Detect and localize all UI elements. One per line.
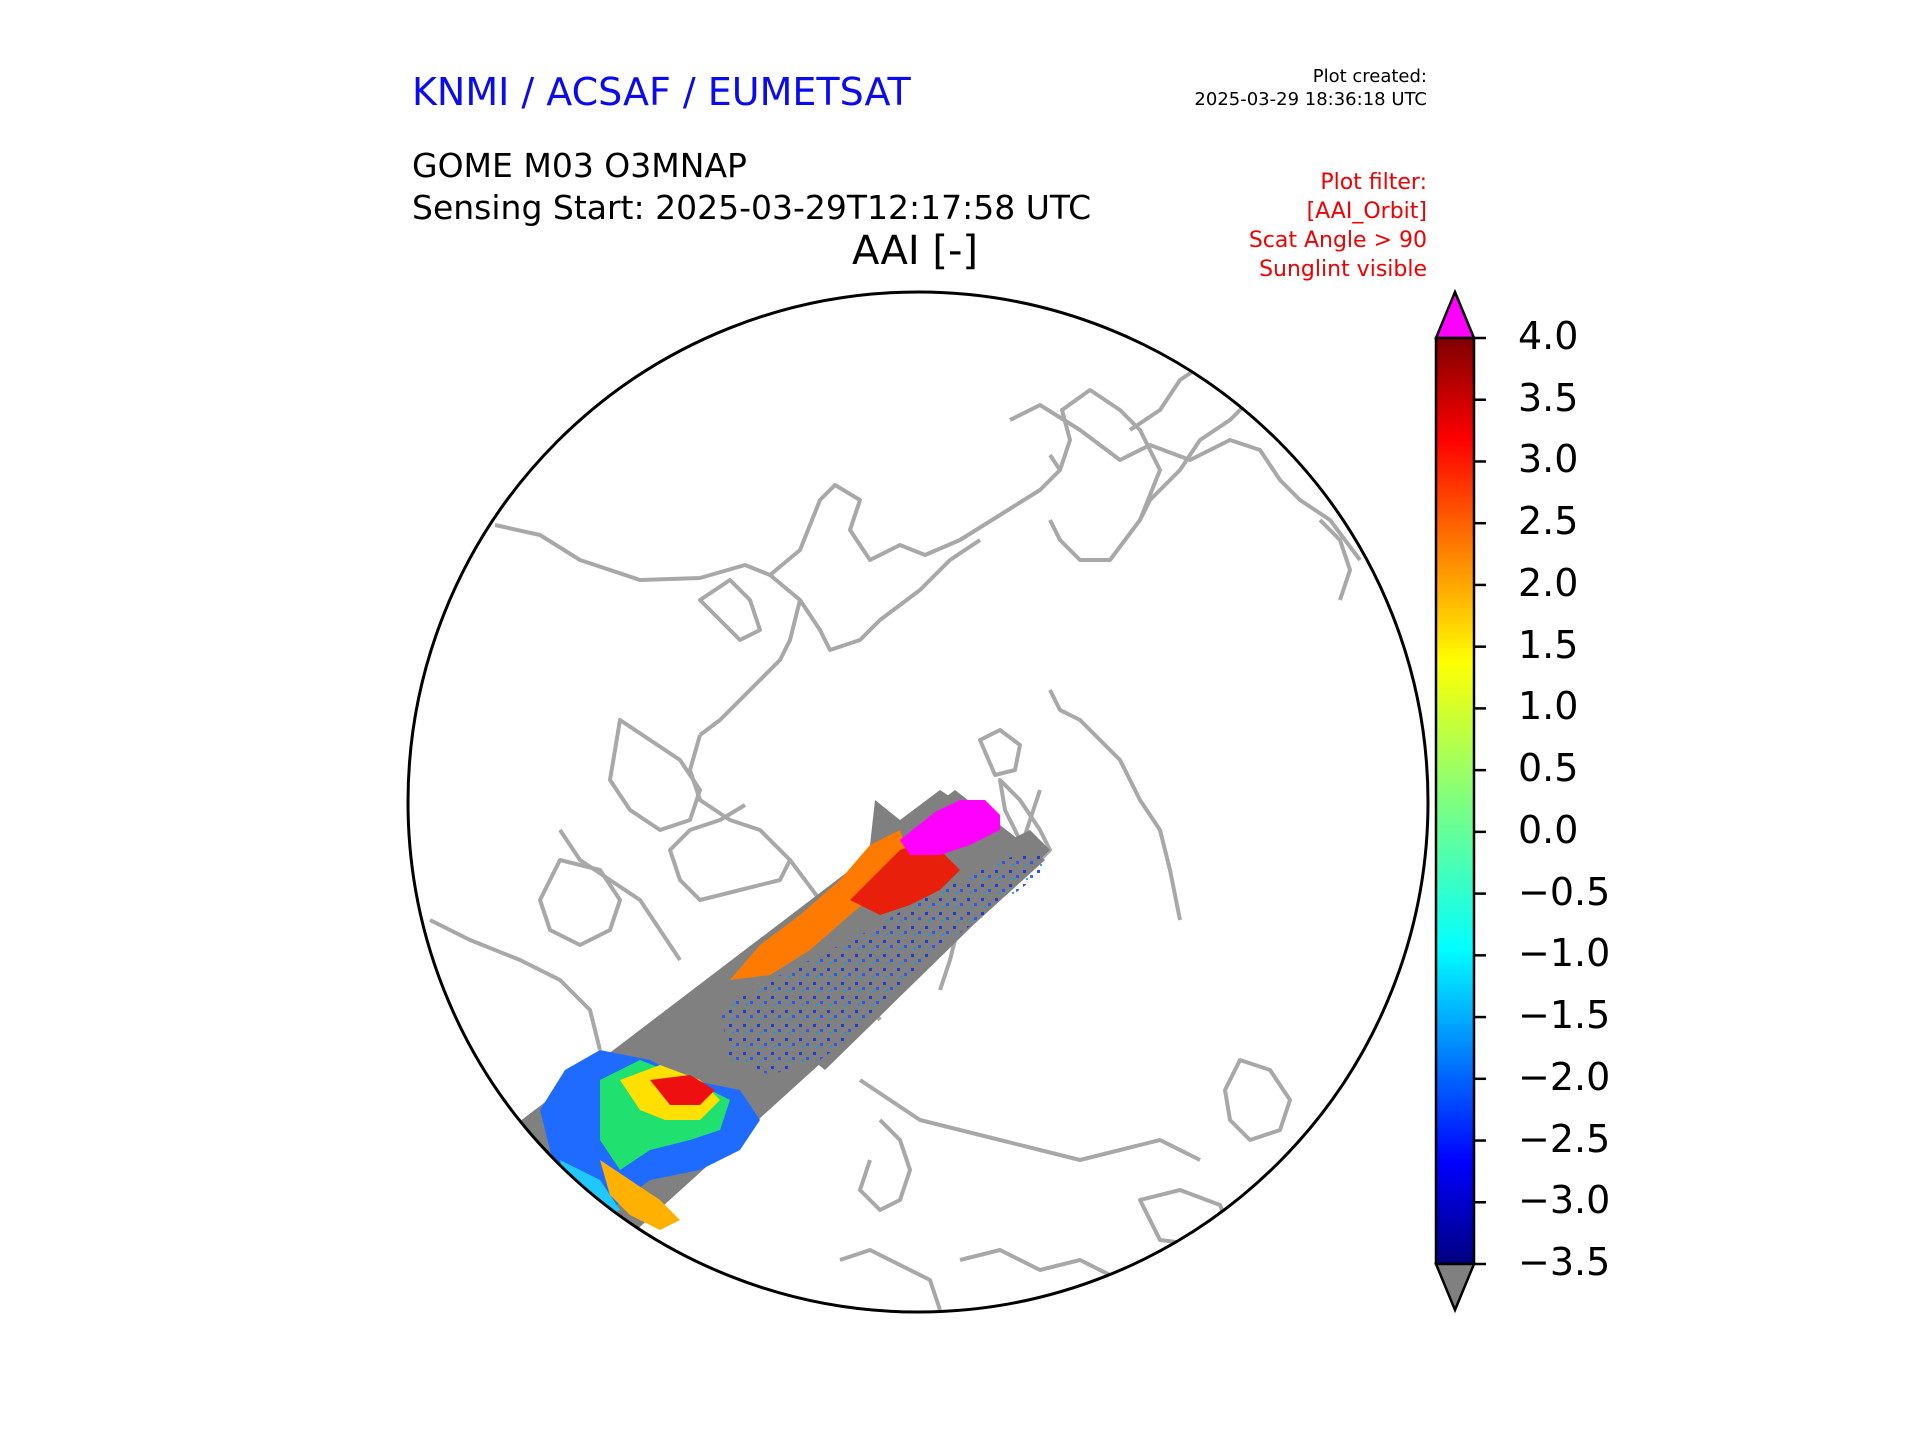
swath-blue-noise <box>720 850 1045 1075</box>
plot-filter-heading: Plot filter: <box>1320 170 1427 195</box>
swath-plume-tail <box>600 1160 680 1230</box>
coastline-baffin <box>608 718 702 832</box>
colorbar-tick-label: 0.5 <box>1518 746 1579 791</box>
coastline-caspian <box>1223 1058 1292 1142</box>
colorbar-tick-label: −1.5 <box>1518 993 1611 1038</box>
map-boundary <box>406 290 1430 1314</box>
swath-magenta-top <box>900 800 1000 855</box>
coastline-arctic-islands <box>698 578 762 642</box>
swath-orange-band <box>730 830 910 980</box>
coastline-greenland-west <box>558 828 682 962</box>
coastline-canada-arctic <box>698 538 982 737</box>
swath-red-band <box>850 840 960 915</box>
colorbar-ticks <box>1474 336 1486 1266</box>
plot-filter-line: Sunglint visible <box>1259 257 1427 282</box>
colorbar-tick-label: −3.0 <box>1518 1178 1611 1223</box>
colorbar-tick-label: 4.0 <box>1518 314 1579 358</box>
coastline-iberia <box>839 1248 942 1311</box>
plot-created-time: 2025-03-29 18:36:18 UTC <box>1194 89 1427 110</box>
coastline-siberia <box>1048 689 1182 921</box>
colorbar-tick-label: 2.5 <box>1518 499 1579 544</box>
colorbar-tick-label: −1.0 <box>1518 931 1611 976</box>
agency-title: KNMI / ACSAF / EUMETSAT <box>412 70 911 114</box>
coastline-greenland <box>668 803 792 902</box>
coastline-svalbard <box>978 728 1022 777</box>
coastline-hudson-bay <box>538 858 622 947</box>
coastline-north-america <box>494 453 1062 582</box>
colorbar-tick-label: −3.5 <box>1518 1240 1611 1284</box>
colorbar-tick-label: −0.5 <box>1518 869 1611 914</box>
colorbar-tick-label: −2.0 <box>1518 1054 1611 1099</box>
coastline-japan <box>1318 518 1352 601</box>
coastline-russia-north <box>1009 403 1362 562</box>
map-content <box>429 328 1362 1311</box>
colorbar-tick-label: 3.5 <box>1518 375 1579 420</box>
coastline-novaya-zemlya <box>998 778 1052 862</box>
colorbar-tick-label: 1.0 <box>1518 684 1579 729</box>
coastline-europe <box>858 1078 1201 1162</box>
colorbar-tick-label: 3.0 <box>1518 437 1579 482</box>
plot-created-label: Plot created: <box>1312 66 1427 87</box>
colorbar-tick-label: 2.0 <box>1518 560 1579 605</box>
colorbar-gradient <box>1434 336 1476 1266</box>
coastline-british-isles <box>858 1118 912 1212</box>
colorbar-over-triangle <box>1434 288 1476 340</box>
plot-filter-line: [AAI_Orbit] <box>1306 199 1427 224</box>
coastline-north-america-east <box>429 918 602 1051</box>
coastlines <box>429 328 1362 1311</box>
swath-plume-red <box>650 1075 715 1105</box>
map-title: AAI [-] <box>852 228 978 274</box>
colorbar-tick-label: −2.5 <box>1518 1116 1611 1161</box>
colorbar-under-triangle <box>1434 1262 1476 1314</box>
sensing-start: Sensing Start: 2025-03-29T12:17:58 UTC <box>412 188 1092 227</box>
colorbar-tick-label: 1.5 <box>1518 622 1579 667</box>
aai-swath <box>515 790 1050 1245</box>
colorbar-tick-label: 0.0 <box>1518 807 1579 852</box>
coastline-alaska <box>1048 388 1162 562</box>
product-name: GOME M03 O3MNAP <box>412 146 747 185</box>
plot-filter-line: Scat Angle > 90 <box>1248 228 1427 253</box>
